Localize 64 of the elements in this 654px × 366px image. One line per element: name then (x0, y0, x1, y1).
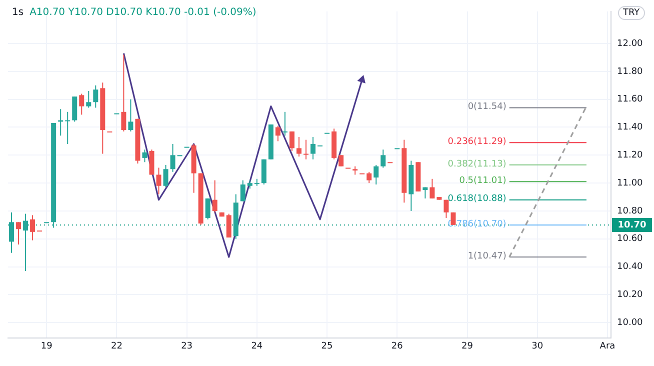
y-tick-label: 10.20 (617, 290, 644, 300)
y-axis-title: TRY (618, 6, 645, 20)
x-tick-label: Ara (600, 342, 616, 352)
candlestick (142, 149, 148, 163)
candlestick (380, 149, 386, 168)
candlestick (338, 154, 344, 167)
candlestick (205, 198, 210, 220)
candlestick (303, 139, 308, 160)
candlestick (261, 158, 266, 185)
candlestick (282, 111, 288, 136)
y-tick-label: 11.60 (617, 94, 644, 105)
y-tick-label: 12.00 (617, 38, 644, 49)
chart-subtitle: A10.70 Y10.70 D10.70 K10.70 -0.01 (-0.09%) (30, 7, 256, 18)
candlestick (23, 213, 28, 272)
y-tick-label: 10.00 (617, 318, 644, 328)
x-tick-label: 30 (532, 342, 544, 352)
candlestick (444, 199, 449, 218)
x-tick-label: 29 (462, 342, 474, 352)
x-tick-label: 22 (110, 342, 122, 352)
y-tick-label: 11.40 (617, 122, 644, 133)
y-tick-label: 11.20 (617, 150, 644, 161)
series-label: 0.5(11.01) (459, 176, 506, 186)
candlestick (296, 136, 302, 158)
series-label: 0.236(11.29) (448, 136, 506, 147)
x-tick-label: 19 (40, 342, 53, 352)
candlestick (289, 130, 294, 152)
series-label: 0.382(11.13) (448, 159, 506, 170)
candlestick (16, 222, 22, 245)
candlestick (30, 214, 36, 241)
candlestick (240, 180, 246, 202)
chart-title: 1s (12, 7, 24, 18)
candlestick (93, 84, 98, 108)
series-label: 1(10.47) (468, 251, 506, 262)
candlestick (374, 164, 379, 185)
candlestick (430, 178, 435, 199)
candlestick (156, 167, 162, 195)
candlestick (65, 111, 70, 144)
x-tick-label: 24 (251, 342, 263, 352)
candlestick (121, 54, 126, 132)
candlestick (128, 98, 134, 132)
y-tick-label: 10.60 (617, 234, 644, 244)
y-tick-label: 10.40 (617, 262, 644, 272)
candlestick (86, 90, 92, 108)
y-tick-label: 10.80 (617, 206, 644, 216)
candlestick (9, 212, 14, 254)
candlestick (149, 149, 154, 176)
candlestick (212, 180, 218, 213)
candlestick (275, 125, 280, 142)
candlestick (170, 143, 176, 172)
candlestick (72, 96, 78, 122)
y-tick-label: 11.00 (617, 178, 644, 188)
x-tick-label: 25 (321, 342, 333, 352)
ref-line-label: 10.70 (618, 220, 646, 230)
series-label: 0.618(10.88) (448, 194, 506, 204)
y-tick-label: 11.80 (617, 66, 644, 77)
candlestick (366, 171, 372, 184)
x-tick-label: 23 (181, 342, 193, 352)
candlestick (79, 93, 84, 116)
series-label: 0(11.54) (468, 102, 506, 112)
candlestick (226, 213, 232, 238)
candlestick (163, 164, 168, 188)
series-label: 0.786(10.70) (448, 219, 506, 230)
x-tick-label: 26 (391, 342, 404, 352)
candlestick (310, 136, 316, 160)
